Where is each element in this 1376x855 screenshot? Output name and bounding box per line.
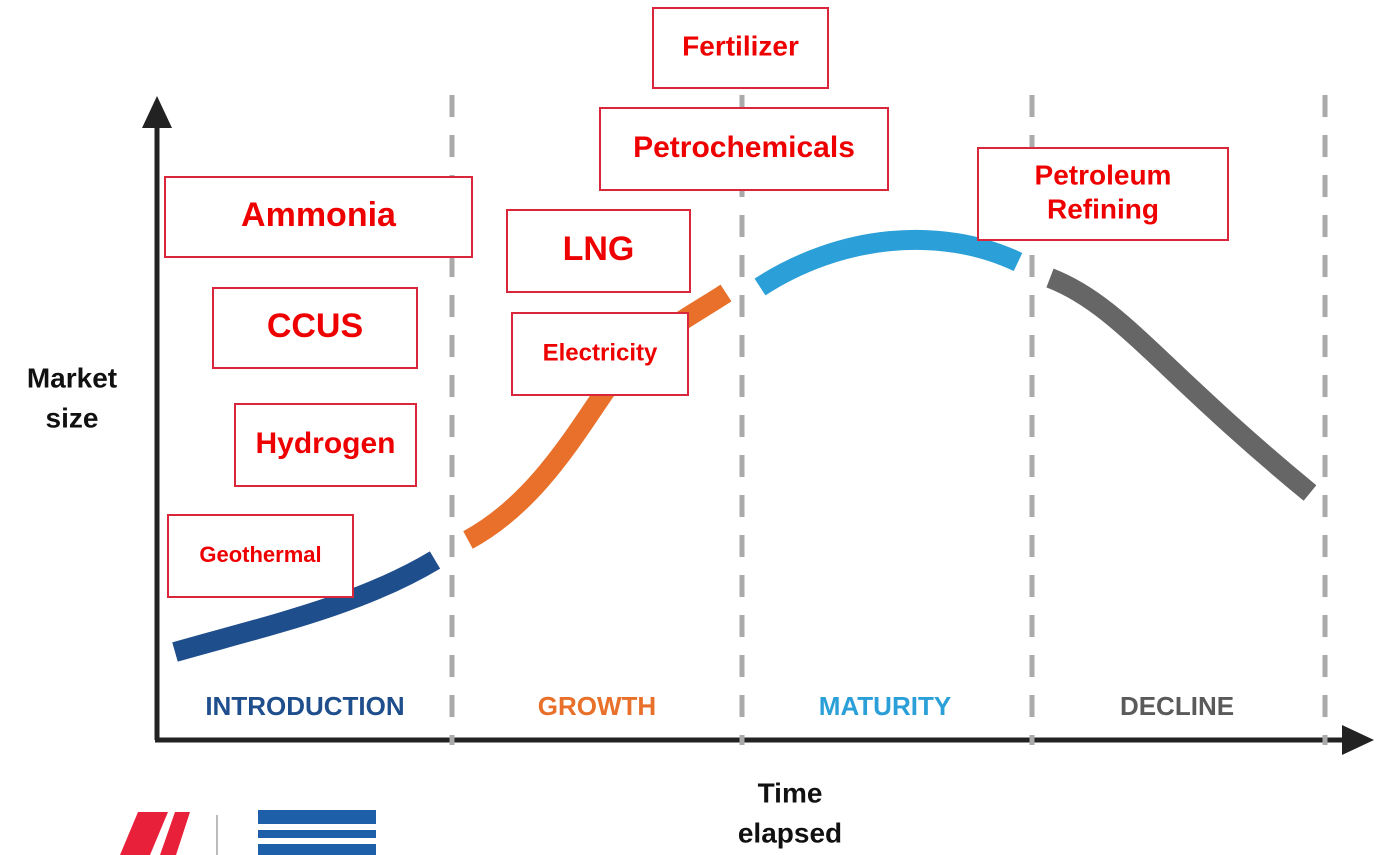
logo — [120, 810, 376, 855]
y-axis-label: Market — [27, 362, 117, 393]
label-text: Petroleum — [1035, 159, 1172, 190]
label-text: CCUS — [267, 307, 363, 345]
stage-label: DECLINE — [1120, 691, 1234, 721]
label-box — [977, 147, 1229, 241]
label-text: Geothermal — [199, 542, 321, 567]
y-arrow — [142, 96, 172, 128]
label-text: Petrochemicals — [633, 131, 855, 164]
label-box — [599, 107, 889, 191]
label-box — [234, 403, 417, 487]
stage-dividers — [449, 95, 1328, 745]
label-text: Fertilizer — [682, 30, 799, 61]
x-arrow — [1342, 725, 1374, 755]
label-text: Refining — [1047, 193, 1159, 224]
stage-label: MATURITY — [819, 691, 951, 721]
stage-label: GROWTH — [538, 691, 656, 721]
label-box — [164, 176, 473, 258]
x-axis-label: elapsed — [738, 817, 842, 848]
label-text: Hydrogen — [255, 427, 395, 460]
label-box — [167, 514, 354, 598]
label-text: Electricity — [543, 339, 658, 366]
label-box — [212, 287, 418, 369]
stage-label: INTRODUCTION — [205, 691, 404, 721]
x-axis-label: Time — [758, 777, 823, 808]
label-box — [506, 209, 691, 293]
label-text: Ammonia — [241, 196, 397, 234]
label-box — [652, 7, 829, 89]
label-text: LNG — [563, 230, 635, 268]
y-axis-label: size — [46, 402, 99, 433]
label-box — [511, 312, 689, 396]
